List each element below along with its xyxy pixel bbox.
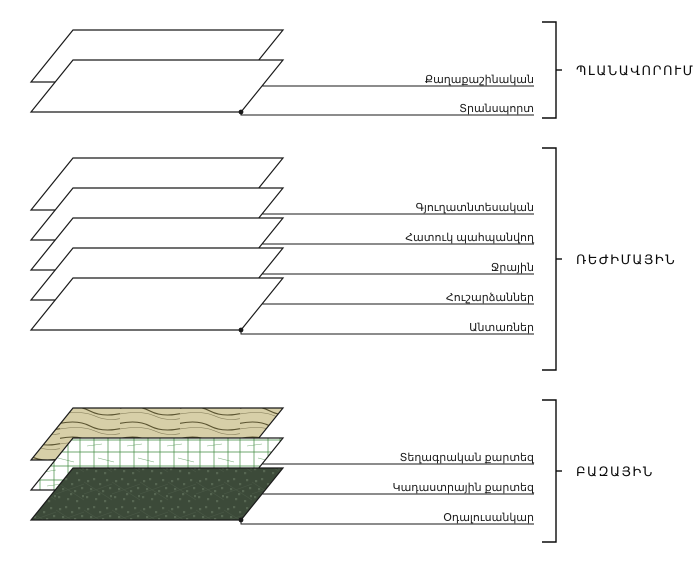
layer-label: Հուշարձաններ <box>446 292 534 304</box>
layer-plane <box>31 468 283 520</box>
group-label: ԲԱԶԱՅԻՆ <box>576 464 654 479</box>
group-plan: Քաղաքաշինական Տրանսպորտ ՊԼԱՆԱՎՈՐՈՒՄ <box>31 22 694 118</box>
layer-label: Կադաստրային քարտեզ <box>393 482 535 494</box>
layer-plane <box>31 278 283 330</box>
layer-label: Անտառներ <box>469 322 534 334</box>
group-regime: Գյուղատնտեսական Հատուկ պահպանվող Ջրային Հու… <box>31 148 676 370</box>
group-bracket <box>542 22 556 118</box>
group-label: ՌԵԺԻՄԱՅԻՆ <box>576 252 676 267</box>
layer-plane <box>31 60 283 112</box>
group-label: ՊԼԱՆԱՎՈՐՈՒՄ <box>576 63 694 78</box>
group-bracket <box>542 400 556 542</box>
layer-label: Տրանսպորտ <box>459 103 534 115</box>
layer-label: Օդալուսանկար <box>443 512 534 524</box>
layer-label: Ջրային <box>491 262 534 274</box>
layer-label: Հատուկ պահպանվող <box>405 232 535 244</box>
layer-label: Տեղագրական քարտեզ <box>400 452 535 464</box>
layer-label: Քաղաքաշինական <box>425 74 534 86</box>
group-base: Տեղագրական քարտեզ Կադաստրային քարտեզ Օդալո… <box>31 400 654 542</box>
layer-label: Գյուղատնտեսական <box>416 202 534 214</box>
group-bracket <box>542 148 556 370</box>
